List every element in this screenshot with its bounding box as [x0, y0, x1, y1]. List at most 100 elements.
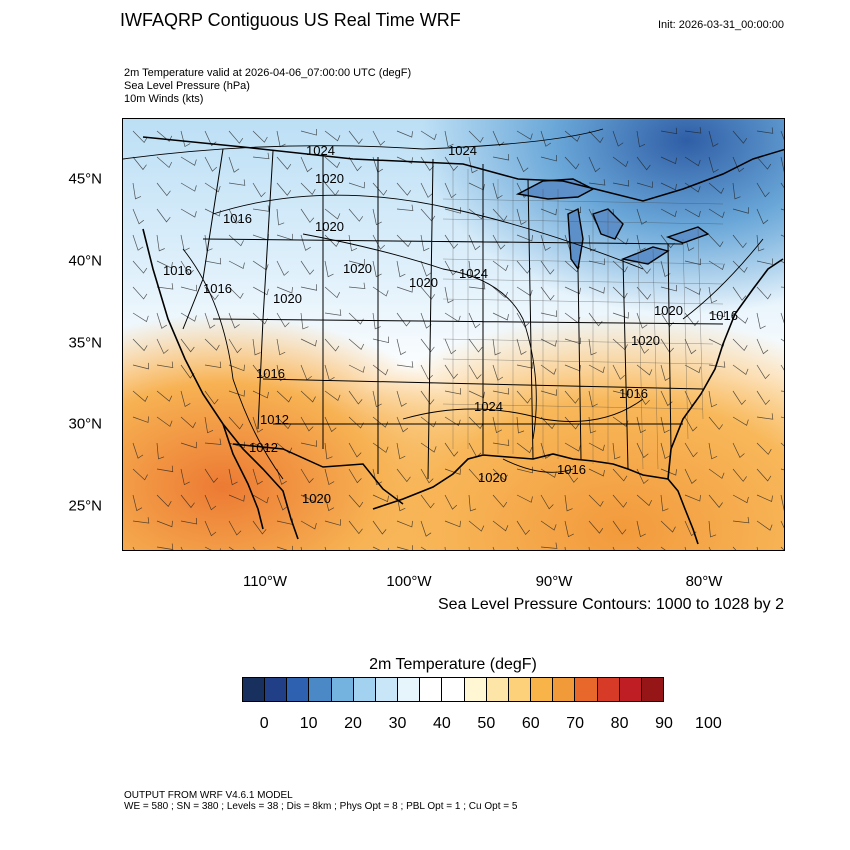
wind-barb	[420, 182, 433, 198]
wind-barb	[540, 520, 557, 531]
wind-barb	[156, 130, 173, 142]
wind-barb	[180, 517, 198, 525]
wind-barb	[348, 338, 365, 351]
colorbar-segment	[243, 678, 266, 701]
colorbar-segment	[531, 678, 554, 701]
colorbar	[242, 677, 664, 702]
wind-barb	[660, 127, 678, 135]
wind-barb	[444, 388, 462, 395]
wind-barb	[300, 260, 315, 275]
colorbar-segment	[375, 678, 399, 701]
wind-barb	[588, 130, 604, 144]
pressure-label: 1016	[557, 462, 586, 477]
wind-barb	[372, 234, 386, 250]
colorbar-tick-label: 30	[388, 715, 407, 732]
wind-barb	[588, 494, 604, 507]
wind-barb	[348, 442, 362, 458]
wind-barb	[228, 130, 244, 144]
wind-barb	[636, 416, 647, 434]
wind-barb	[684, 286, 701, 295]
wind-barb	[252, 390, 269, 399]
wind-barb	[684, 338, 697, 355]
wind-barb	[636, 286, 652, 300]
wind-barb	[708, 416, 723, 430]
wind-barb	[708, 361, 726, 368]
colorbar-segment	[287, 678, 310, 701]
pressure-labels: 1024 1024 1020 1016 1020 1016 1020 1016 …	[163, 143, 738, 506]
wind-barb	[228, 179, 246, 186]
wind-barb	[420, 234, 430, 252]
wind-barb	[324, 208, 341, 220]
wind-barb	[612, 494, 628, 508]
wind-barb	[444, 207, 461, 214]
wind-barb	[300, 284, 318, 291]
wind-barb	[372, 286, 389, 297]
wind-barb	[468, 390, 485, 399]
colorbar-tick-label: 10	[299, 715, 318, 732]
wind-barb	[180, 494, 195, 509]
wind-barb	[396, 234, 412, 248]
wind-barb	[156, 182, 171, 197]
wind-barb	[132, 156, 147, 171]
pressure-label: 1016	[223, 211, 252, 226]
wind-barb	[732, 516, 750, 524]
wind-barb	[372, 130, 386, 146]
wind-barb	[348, 364, 365, 373]
wind-barb	[468, 494, 477, 512]
wind-barb	[156, 416, 173, 427]
wind-barb	[468, 338, 483, 353]
wind-barb	[636, 234, 646, 252]
wind-barb	[780, 182, 784, 189]
wind-barb	[276, 208, 285, 226]
wind-barb	[660, 520, 676, 533]
wind-barb	[492, 388, 510, 395]
wind-barb	[444, 416, 461, 427]
wind-barb	[228, 494, 245, 502]
footer-params: WE = 580 ; SN = 380 ; Levels = 38 ; Dis …	[124, 801, 518, 812]
wind-barb	[684, 156, 701, 167]
wind-barb	[228, 390, 245, 397]
wind-barb	[780, 312, 784, 324]
field-10m-winds: 10m Winds (kts)	[124, 93, 204, 105]
wind-barb	[276, 494, 288, 511]
pressure-label: 1016	[619, 386, 648, 401]
wind-barb	[204, 182, 221, 193]
wind-barb	[252, 182, 266, 198]
wind-barb	[564, 442, 581, 452]
wind-barb	[612, 180, 630, 187]
wind-barb	[540, 208, 557, 216]
wind-barb	[228, 520, 242, 536]
wind-barb	[492, 286, 509, 298]
wind-barb	[732, 130, 748, 144]
colorbar-segment	[331, 678, 354, 701]
pressure-label: 1020	[409, 275, 438, 290]
wind-barb	[396, 260, 406, 278]
wind-barb	[684, 468, 697, 485]
wind-barb	[636, 494, 653, 507]
wind-barb	[156, 208, 171, 223]
country-border	[142, 136, 784, 505]
wind-barb	[252, 442, 269, 451]
field-sea-level-pressure: Sea Level Pressure (hPa)	[124, 80, 250, 92]
wind-barb	[756, 442, 772, 455]
wind-barb	[732, 338, 748, 352]
wind-barb	[516, 234, 533, 242]
wind-barb	[588, 468, 605, 477]
wind-barb	[204, 257, 222, 265]
wind-barb	[204, 494, 217, 511]
colorbar-segment	[597, 678, 620, 701]
slp-contours	[123, 128, 764, 480]
wind-barb	[420, 338, 435, 353]
wind-barb	[564, 206, 581, 214]
wind-barb	[732, 286, 747, 301]
wind-barb	[156, 390, 173, 402]
wind-barb	[612, 442, 621, 460]
wind-barb	[132, 494, 143, 512]
wind-barb	[684, 312, 699, 327]
wind-barb	[564, 494, 573, 512]
wind-barb	[660, 182, 677, 191]
wind-barb	[204, 312, 216, 329]
wind-barb	[732, 494, 749, 504]
wind-barb	[300, 416, 314, 432]
colorbar-segment	[265, 678, 288, 701]
